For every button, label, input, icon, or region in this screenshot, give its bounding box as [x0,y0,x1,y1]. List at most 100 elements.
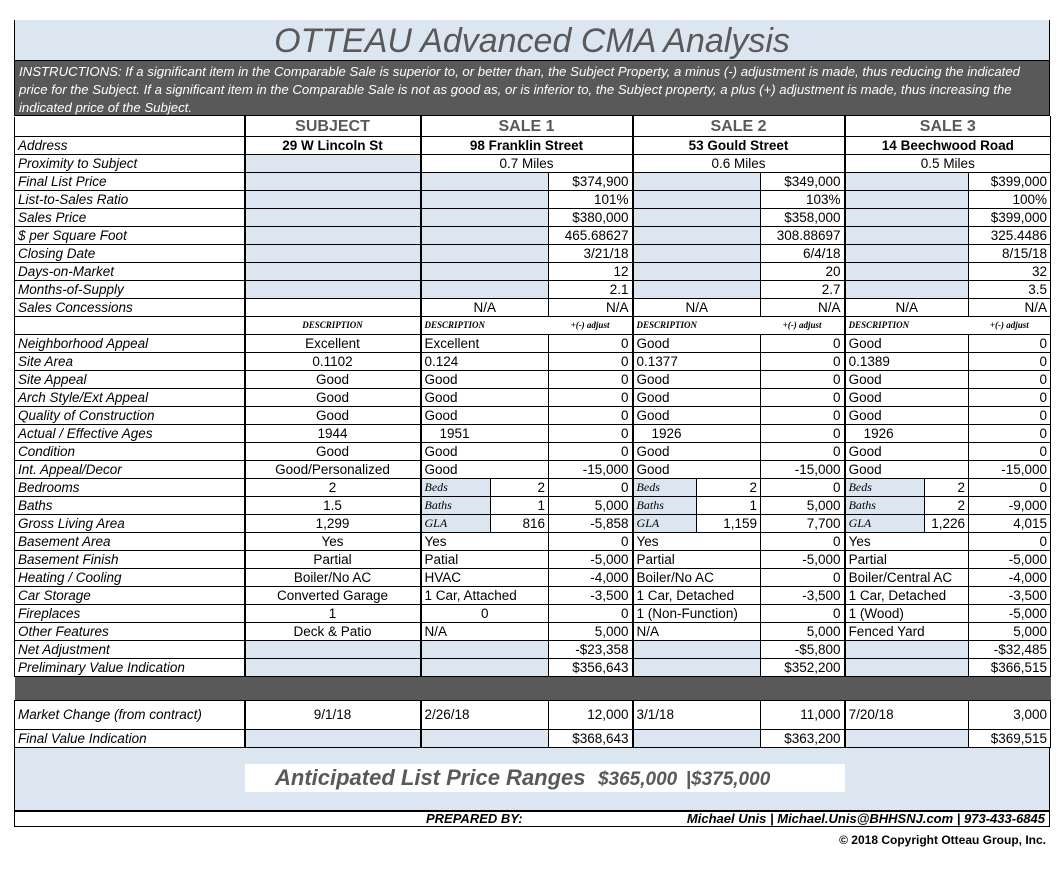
sale-car-adjust: -3,500 [547,586,633,605]
sale-arch-adjust: 0 [760,388,845,407]
sale-concessions-adj: N/A [760,298,845,317]
range-high: $375,000 [691,769,771,790]
sale-blank [843,208,969,227]
sale-quality-adjust: 0 [760,406,845,425]
subject-site-appeal: Good [243,370,422,389]
sale-adjust-header: +(-) adjust [760,316,845,335]
sale-site-appeal-adjust: 0 [760,370,845,389]
subject-blank [243,280,422,299]
sale-site-appeal-desc: Good [419,370,549,389]
sale-neighborhood-desc: Good [843,334,969,353]
site-appeal-row: Site Appeal Good Good 0 Good 0 Good 0 [14,370,1052,389]
condition-row: Condition Good Good 0 Good 0 Good 0 [14,442,1052,461]
sale-bsmt-finish-desc: Patial [419,550,549,569]
label-per-sqft: $ per Square Foot [14,226,245,245]
subject-gla: 1,299 [243,514,422,533]
sale-car-desc: 1 Car, Detached [843,586,969,605]
sale-net-adj: -$32,485 [968,640,1052,659]
sale-fireplaces-adjust: -5,000 [968,604,1052,623]
sale-int-appeal-desc: Good [419,460,549,479]
sale-mos: 2.7 [760,280,845,299]
sale-bsmt-finish-adjust: -5,000 [968,550,1052,569]
subject-car: Converted Garage [243,586,422,605]
sale-prelim: $356,643 [547,658,633,677]
label-arch: Arch Style/Ext Appeal [14,388,245,407]
sale-blank [843,262,969,281]
instructions-text: INSTRUCTIONS: If a significant item in t… [14,60,1050,116]
subject-market: 9/1/18 [243,700,422,730]
label-prelim: Preliminary Value Indication [14,658,245,677]
sale-condition-desc: Good [631,442,761,461]
spacer-row [14,676,1051,701]
sale-bedrooms-mini-label: Beds [419,478,491,497]
sale-quality-adjust: 0 [547,406,633,425]
sale-quality-desc: Good [631,406,761,425]
subject-blank [243,658,422,677]
address-row: Address 29 W Lincoln St 98 Franklin Street… [14,136,1052,155]
subject-blank [243,298,422,317]
sale-arch-desc: Good [631,388,761,407]
sale-ages-desc: 1926 [843,424,969,443]
sale-dom: 20 [760,262,845,281]
car-row: Car Storage Converted Garage 1 Car, Attach… [14,586,1052,605]
sale-condition-desc: Good [419,442,549,461]
price-range-box: Anticipated List Price Ranges $365,000 |… [245,764,845,792]
sale-adjust-header: +(-) adjust [548,316,633,335]
sale-closing: 8/15/18 [968,244,1052,263]
subject-condition: Good [243,442,422,461]
subject-ages: 1944 [243,424,422,443]
header-subject: SUBJECT [243,116,422,137]
sale-blank [419,280,549,299]
sale-blank [419,729,549,748]
sale-proximity: 0.5 Miles [843,154,1052,173]
sale-quality-desc: Good [419,406,549,425]
sale-arch-adjust: 0 [968,388,1052,407]
sale-neighborhood-desc: Excellent [419,334,549,353]
sale-blank [419,172,549,191]
sale-prelim: $366,515 [968,658,1052,677]
subject-blank [243,729,422,748]
sale-gla-value: 1,226 [924,514,969,533]
sale-blank [631,640,761,659]
sale-car-desc: 1 Car, Attached [419,586,549,605]
sale-heating-adjust: -4,000 [547,568,633,587]
sale-concessions-desc: N/A [419,298,549,317]
sale-final-value: $369,515 [968,729,1052,748]
sale-gla-mini-label: GLA [843,514,926,533]
dom-row: Days-on-Market 12 20 32 [14,262,1052,281]
header-sale2: SALE 2 [631,116,845,137]
sale-final-list: $399,000 [968,172,1052,191]
sale-site-appeal-adjust: 0 [547,370,633,389]
sale-site-area-adjust: 0 [760,352,845,371]
subject-neighborhood: Excellent [243,334,422,353]
sale-final-list: $349,000 [760,172,845,191]
label-dom: Days-on-Market [14,262,245,281]
sale-fireplaces-adjust: 0 [547,604,633,623]
sale-per-sqft: 325.4486 [968,226,1052,245]
label-final-list: Final List Price [14,172,245,191]
sale-blank [843,280,969,299]
label-heating: Heating / Cooling [14,568,245,587]
arch-row: Arch Style/Ext Appeal Good Good 0 Good 0 Good 0 [14,388,1052,407]
subject-description-header: DESCRIPTION [243,316,422,335]
sale-gla-value: 1,159 [696,514,761,533]
sale-other-desc: Fenced Yard [843,622,969,641]
sale-dom: 12 [547,262,633,281]
range-separator: | [685,769,692,790]
sale-bedrooms-mini-label: Beds [843,478,926,497]
sale-site-area-desc: 0.1377 [631,352,761,371]
sale-site-area-desc: 0.124 [419,352,549,371]
label-concessions: Sales Concessions [14,298,245,317]
sale-address: 14 Beechwood Road [843,136,1052,155]
bedrooms-row: Bedrooms 2 Beds 2 0 Beds 2 0 Beds 2 0 [14,478,1052,497]
sale-gla-adjust: -5,858 [547,514,633,533]
sale-blank [631,172,761,191]
sale-gla-value: 816 [490,514,549,533]
sale-baths-adjust: 5,000 [760,496,845,515]
label-closing: Closing Date [14,244,245,263]
sale-prelim: $352,200 [760,658,845,677]
sale-dom: 32 [968,262,1052,281]
sale-blank [631,244,761,263]
sale-bedrooms-adjust: 0 [547,478,633,497]
label-condition: Condition [14,442,245,461]
